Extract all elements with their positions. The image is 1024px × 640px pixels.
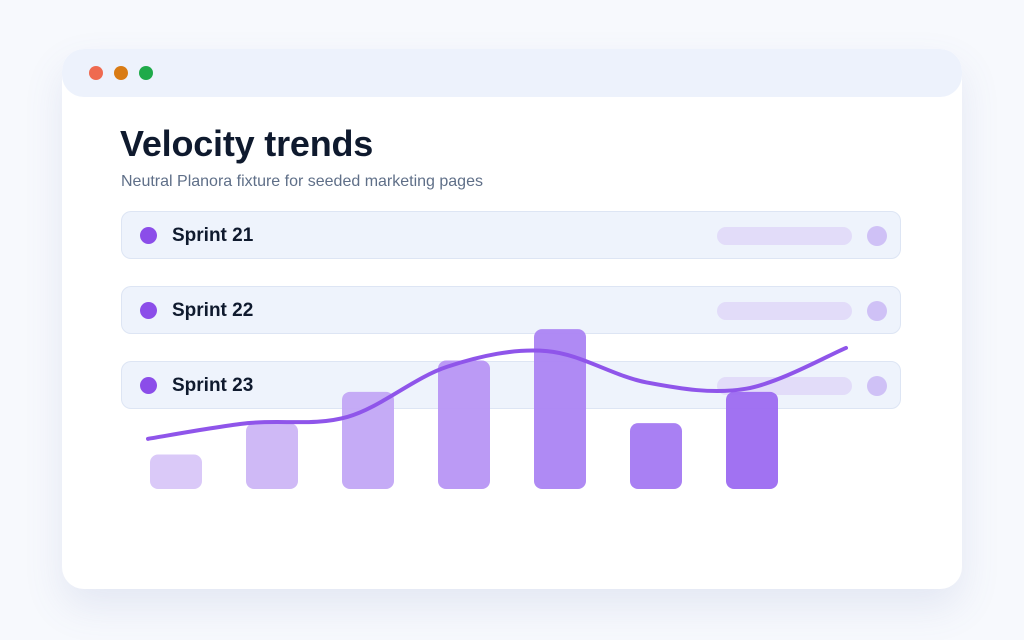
sprint-progress-placeholder <box>717 302 852 320</box>
sprint-toggle[interactable] <box>867 226 887 246</box>
page-subtitle: Neutral Planora fixture for seeded marke… <box>121 173 483 190</box>
sprint-status-dot <box>140 227 157 244</box>
sprint-status-dot <box>140 377 157 394</box>
sprint-label: Sprint 23 <box>172 375 254 396</box>
velocity-bar <box>534 329 586 489</box>
velocity-bar <box>150 454 202 489</box>
sprint-label: Sprint 22 <box>172 300 254 321</box>
velocity-bar <box>630 423 682 489</box>
sprint-progress-placeholder <box>717 227 852 245</box>
velocity-bar <box>246 423 298 489</box>
window-titlebar <box>62 49 962 97</box>
page-title: Velocity trends <box>120 123 374 164</box>
minimize-window-button[interactable] <box>114 66 128 80</box>
sprint-progress-placeholder <box>717 377 852 395</box>
close-window-button[interactable] <box>89 66 103 80</box>
sprint-row-21[interactable]: Sprint 21 <box>121 211 901 259</box>
sprint-toggle[interactable] <box>867 301 887 321</box>
app-window: Velocity trends Neutral Planora fixture … <box>62 49 962 589</box>
sprint-label: Sprint 21 <box>172 225 254 246</box>
maximize-window-button[interactable] <box>139 66 153 80</box>
sprint-row-22[interactable]: Sprint 22 <box>121 286 901 334</box>
sprint-toggle[interactable] <box>867 376 887 396</box>
sprint-row-23[interactable]: Sprint 23 <box>121 361 901 409</box>
sprint-status-dot <box>140 302 157 319</box>
